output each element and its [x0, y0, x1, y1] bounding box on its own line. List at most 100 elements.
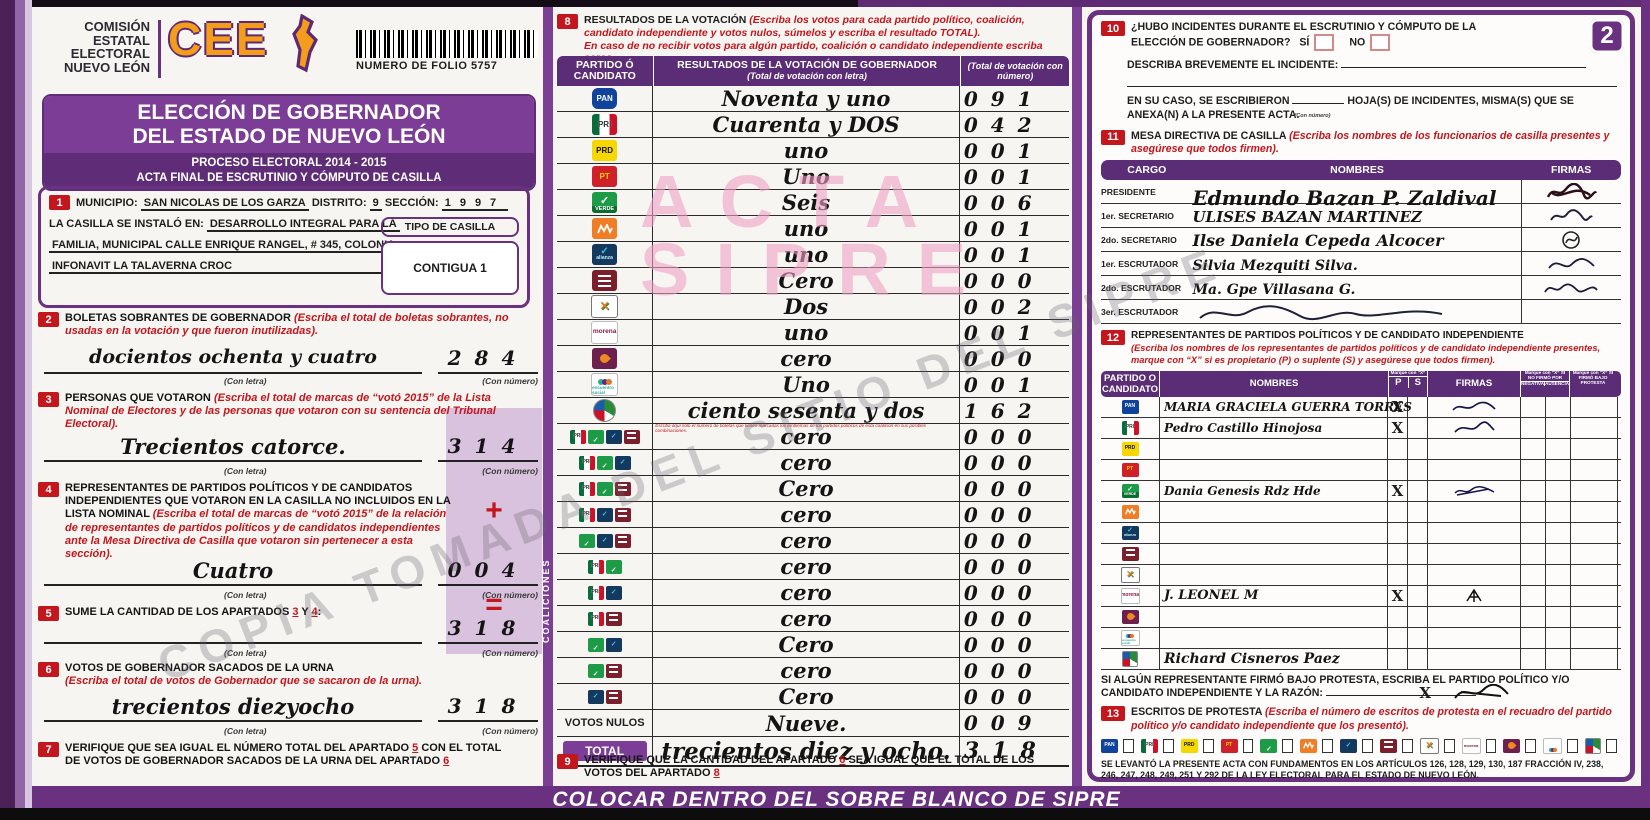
- vote-num: 000: [963, 632, 1045, 657]
- mesa-table-header: CARGO NOMBRES FIRMAS: [1101, 160, 1621, 181]
- vote-letra: cero: [780, 580, 832, 605]
- section-13-badge: 13: [1101, 706, 1125, 722]
- escritos-box-cc: [1443, 738, 1455, 753]
- vote-num: 000: [963, 346, 1045, 371]
- section-3-letra: Trecientos catorce.: [120, 434, 346, 459]
- cruzada-ciudadana-logo: ✕: [1419, 737, 1439, 754]
- scan-edge-bottom: [0, 808, 1650, 820]
- vote-row-pri: PRI Cuarenta y DOS 042: [557, 112, 1069, 138]
- funcionario-nombre: Silvia Mezquiti Silva.: [1192, 258, 1358, 275]
- hojas-text-2: HOJA(S) DE INCIDENTES, MISMA(S) QUE SE A…: [1127, 95, 1574, 121]
- nueva-alianza-mini-logo: ✓: [605, 585, 622, 600]
- folio-number: NUMERO DE FOLIO 5757: [356, 60, 498, 72]
- coalition-row-1: PRI ✓ ✓ Escriba aquí sólo el número de bol…: [557, 423, 1069, 450]
- vote-row-morena: morena uno 001: [557, 320, 1069, 346]
- section-3-captions: (Con letra) (Con número): [224, 466, 538, 476]
- vote-num: 000: [963, 450, 1045, 475]
- reps-row-pan: PAN MARIA GRACIELA GUERRA TORRES X: [1101, 396, 1621, 418]
- section-2-letra: docientos ochenta y cuatro: [89, 346, 377, 368]
- candidato-independiente-logo: [593, 399, 617, 422]
- humanista-logo: [592, 348, 618, 369]
- prd-logo: PRD: [1180, 738, 1198, 753]
- candidato-independiente-logo: [1585, 737, 1602, 754]
- cargo-label: 1er. SECRETARIO: [1101, 210, 1174, 221]
- header-firmas: FIRMAS: [1427, 370, 1520, 397]
- vote-num: 001: [963, 216, 1045, 241]
- signature-scribble: [1199, 305, 1443, 321]
- cargo-label: PRESIDENTE: [1101, 186, 1156, 197]
- vote-letra: Dos: [784, 294, 829, 319]
- header-divider: [158, 20, 161, 78]
- democrata-mini-logo: [605, 611, 622, 626]
- reps-row-humanista: [1101, 606, 1621, 628]
- describe-label: DESCRIBA BREVEMENTE EL INCIDENTE:: [1127, 59, 1339, 72]
- vote-num: 000: [963, 684, 1045, 709]
- protesta-blank: [1325, 695, 1476, 697]
- section-4-letra: Cuatro: [192, 558, 274, 583]
- section-13-escritos: 13 ESCRITOS DE PROTESTA (Escriba el núme…: [1101, 706, 1621, 732]
- section-6-badge: 6: [38, 662, 59, 677]
- section-12-title: REPRESENTANTES DE PARTIDOS POLÍTICOS Y D…: [1131, 330, 1524, 342]
- instalada-value-3: INFONAVIT LA TALAVERNA CROC: [49, 260, 385, 274]
- cargo-label: 2do. SECRETARIO: [1101, 234, 1177, 245]
- funcionario-nombre: ULISES BAZAN MARTINEZ: [1192, 208, 1422, 227]
- instalada-value-2: FAMILIA, MUNICIPAL CALLE ENRIQUE RANGEL,…: [49, 239, 399, 253]
- reps-row-cruzada-ciudadana: ✕: [1101, 564, 1621, 586]
- header-nombres: NOMBRES: [1159, 370, 1388, 397]
- protesta-x: X: [1419, 683, 1431, 702]
- verde-mini-logo: ✓: [587, 663, 604, 678]
- section-9-badge: 9: [557, 754, 578, 769]
- section-3-num: 314: [447, 434, 529, 458]
- coalition-note: Escriba aquí sólo el número de boletas q…: [655, 423, 927, 433]
- mesa-row-2do-secretario: 2do. SECRETARIO Ilse Daniela Cepeda Alco…: [1101, 228, 1621, 253]
- election-title: ELECCIÓN DE GOBERNADOR DEL ESTADO DE NUEV…: [44, 96, 534, 154]
- reps-table: PAN MARIA GRACIELA GUERRA TORRES X PRI P…: [1101, 396, 1621, 670]
- section-6-letra: trecientos diezyocho: [111, 694, 355, 719]
- vote-row-prd: PRD uno 001: [557, 138, 1069, 164]
- pri-mini-logo: PRI: [587, 585, 604, 600]
- header-no-firmo: Marque con “X” SI NO FIRMÓ POR NEGATIVA A…: [1520, 370, 1569, 397]
- vote-num: 009: [963, 711, 1045, 735]
- movimiento-ciudadano-logo: [1121, 504, 1139, 519]
- reps-row-pt: PT: [1101, 459, 1621, 481]
- vote-letra: cero: [780, 554, 832, 579]
- vote-letra: cero: [780, 346, 832, 371]
- escritos-box-prd: [1202, 738, 1214, 753]
- pan-logo: PAN: [592, 88, 618, 109]
- section-1-casilla: 1 MUNICIPIO: SAN NICOLAS DE LOS GARZA DI…: [38, 186, 530, 308]
- vote-letra: uno: [783, 242, 829, 267]
- vote-row-humanista: cero 000: [557, 346, 1069, 372]
- header-resultados: RESULTADOS DE LA VOTACIÓN DE GOBERNADOR(…: [652, 56, 961, 86]
- vote-num: 000: [963, 424, 1045, 449]
- tipo-casilla-value: CONTIGUA 1: [381, 241, 519, 295]
- democrata-mini-logo: [623, 429, 640, 444]
- describe-blank-2: [1127, 86, 1617, 88]
- instalada-value-1: DESARROLLO INTEGRAL PARA LA: [206, 218, 400, 232]
- legal-footer: SE LEVANTÓ LA PRESENTE ACTA CON FUNDAMEN…: [1101, 758, 1604, 781]
- vote-letra: cero: [780, 450, 832, 475]
- instalada-label: LA CASILLA SE INSTALÓ EN:: [49, 217, 204, 230]
- vote-letra: Cero: [778, 268, 834, 293]
- coalition-row-4: PRI ✓ cero 000: [557, 502, 1069, 528]
- escritos-box-pri: [1162, 738, 1174, 753]
- morena-logo: morena: [1120, 587, 1140, 604]
- candidato-independiente-logo: [1122, 650, 1138, 667]
- section-2-letra-line: docientos ochenta y cuatro: [44, 346, 422, 374]
- seccion-value: 1997: [441, 197, 509, 211]
- democrata-logo: [1121, 546, 1139, 561]
- vote-num: 000: [963, 476, 1045, 501]
- section-10-badge: 10: [1101, 21, 1125, 36]
- funcionario-nombre: Ilse Daniela Cepeda Alcocer: [1192, 231, 1444, 251]
- vote-num: 000: [963, 606, 1045, 631]
- prd-logo: PRD: [592, 140, 618, 161]
- vote-num: 000: [963, 268, 1045, 293]
- section-2-captions: (Con letra) (Con número): [224, 376, 538, 386]
- cee-logo: CEE: [168, 13, 269, 65]
- coalition-row-8: PRI cero 000: [557, 606, 1069, 632]
- verde-mini-logo: ✓: [596, 481, 613, 496]
- middle-column: 8 RESULTADOS DE LA VOTACIÓN (Escriba los…: [541, 10, 1069, 788]
- section-6-num-line: 318: [438, 694, 538, 722]
- democrata-logo: [1379, 738, 1397, 753]
- vote-letra: uno: [783, 216, 829, 241]
- no-label: NO: [1349, 36, 1366, 49]
